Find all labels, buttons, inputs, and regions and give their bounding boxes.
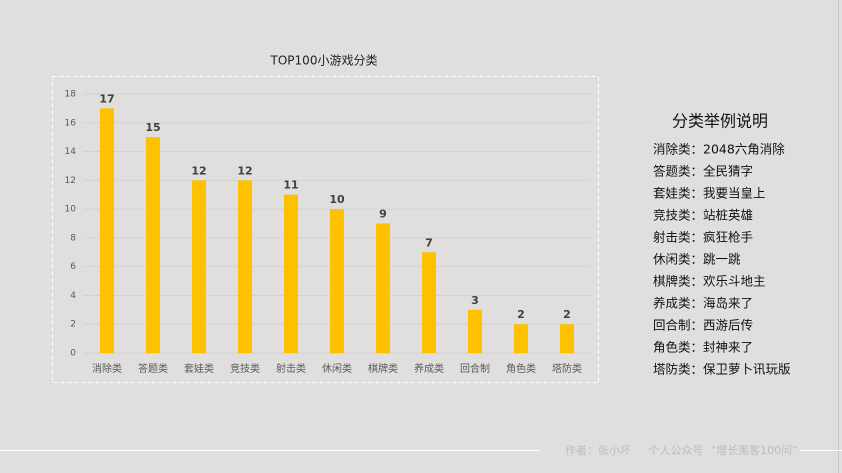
bar — [468, 309, 482, 353]
panel-item: 竞技类：站桩英雄 — [653, 208, 753, 223]
panel-item: 棋牌类：欢乐斗地主 — [653, 274, 766, 289]
value-label: 2 — [563, 308, 571, 321]
bar — [146, 137, 160, 353]
panel-item: 塔防类：保卫萝卜讯玩版 — [653, 362, 791, 377]
value-label: 12 — [237, 164, 252, 177]
y-tick-label: 8 — [70, 233, 76, 243]
y-tick-label: 0 — [70, 349, 76, 359]
value-label: 10 — [329, 193, 345, 206]
chart-title: TOP100小游戏分类 — [270, 54, 378, 68]
bar — [514, 324, 528, 353]
x-tick-label: 射击类 — [276, 362, 306, 375]
panel-title: 分类举例说明 — [672, 112, 768, 131]
bar — [100, 108, 114, 353]
y-tick-label: 16 — [65, 118, 77, 128]
panel-item: 套娃类：我要当皇上 — [653, 186, 766, 201]
value-label: 12 — [191, 164, 206, 177]
bar — [560, 324, 574, 353]
y-tick-label: 14 — [65, 147, 77, 157]
panel-item: 射击类：疯狂枪手 — [653, 230, 753, 245]
panel-item: 回合制：西游后传 — [653, 318, 753, 333]
x-tick-label: 套娃类 — [184, 362, 214, 375]
footer-text: 作者：张小坏 个人公众号 “增长黑客100问” — [565, 443, 798, 457]
y-tick-label: 2 — [70, 320, 76, 330]
x-tick-label: 竞技类 — [230, 362, 260, 375]
x-tick-label: 回合制 — [460, 362, 490, 375]
bar — [376, 223, 390, 353]
bar — [284, 194, 298, 353]
y-tick-label: 10 — [65, 205, 77, 215]
value-label: 15 — [145, 121, 160, 134]
value-label: 3 — [471, 294, 479, 307]
value-label: 2 — [517, 308, 525, 321]
x-tick-label: 答题类 — [138, 362, 168, 375]
value-label: 7 — [425, 236, 433, 249]
y-tick-label: 12 — [65, 176, 76, 186]
y-tick-label: 6 — [70, 262, 76, 272]
x-tick-label: 休闲类 — [322, 362, 352, 375]
panel-items: 消除类：2048六角消除答题类：全民猜字套娃类：我要当皇上竞技类：站桩英雄射击类… — [653, 142, 791, 377]
panel-item: 休闲类：跳一跳 — [653, 252, 741, 267]
bar — [192, 180, 206, 353]
bar — [238, 180, 252, 353]
value-label: 17 — [99, 92, 114, 105]
panel-item: 角色类：封神来了 — [653, 340, 753, 355]
y-tick-label: 4 — [70, 291, 76, 301]
x-tick-label: 角色类 — [506, 362, 536, 375]
panel-item: 答题类：全民猜字 — [653, 164, 753, 179]
value-label: 9 — [379, 208, 387, 221]
plot-frame — [52, 76, 599, 383]
x-tick-label: 棋牌类 — [368, 362, 398, 375]
bar — [422, 252, 436, 353]
panel-item: 养成类：海岛来了 — [653, 296, 753, 311]
x-tick-label: 消除类 — [92, 362, 122, 375]
panel-item: 消除类：2048六角消除 — [653, 142, 785, 157]
x-tick-label: 养成类 — [414, 362, 444, 375]
value-label: 11 — [283, 179, 298, 192]
bar — [330, 209, 344, 353]
y-tick-label: 18 — [65, 90, 77, 100]
x-tick-label: 塔防类 — [552, 362, 582, 375]
